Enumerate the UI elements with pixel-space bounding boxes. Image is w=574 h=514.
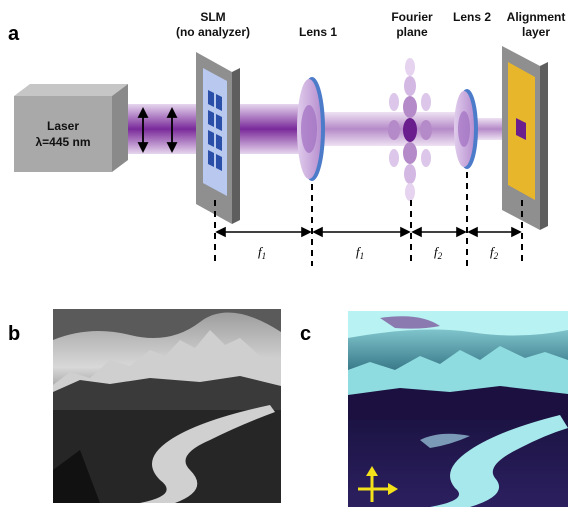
slm-label-line1: SLM bbox=[200, 10, 225, 24]
focal-label-f2-first: f2 bbox=[434, 244, 443, 261]
panel-label-c: c bbox=[300, 323, 311, 345]
lens1-label: Lens 1 bbox=[299, 25, 337, 39]
lens-1 bbox=[297, 77, 325, 181]
panel-label-a: a bbox=[8, 23, 20, 45]
panel-label-b: b bbox=[8, 323, 20, 345]
alignment-layer bbox=[502, 46, 548, 230]
crossed-polarizers-icon bbox=[358, 466, 398, 502]
fourier-label-line2: plane bbox=[396, 25, 428, 39]
polarization-arrows bbox=[137, 106, 178, 154]
laser-box: Laser λ=445 nm bbox=[14, 84, 128, 172]
lens-2 bbox=[454, 89, 478, 169]
laser-label-line2: λ=445 nm bbox=[35, 135, 90, 149]
photo-panel-b bbox=[53, 309, 281, 503]
slm bbox=[196, 52, 240, 224]
alignment-label-line1: Alignment bbox=[507, 10, 566, 24]
focal-arrows bbox=[215, 226, 522, 238]
lens2-label: Lens 2 bbox=[453, 10, 491, 24]
alignment-label-line2: layer bbox=[522, 25, 550, 39]
beam-lens2-to-layer bbox=[470, 118, 510, 140]
focal-label-f1-first: f1 bbox=[258, 244, 266, 261]
fourier-label-line1: Fourier bbox=[391, 10, 433, 24]
fourier-spots bbox=[388, 58, 432, 201]
laser-label-line1: Laser bbox=[47, 119, 79, 133]
focal-label-f1-second: f1 bbox=[356, 244, 364, 261]
focal-label-f2-second: f2 bbox=[490, 244, 499, 261]
photo-panel-c bbox=[348, 311, 568, 507]
slm-label-line2: (no analyzer) bbox=[176, 25, 250, 39]
focal-plane-markers bbox=[214, 172, 523, 266]
